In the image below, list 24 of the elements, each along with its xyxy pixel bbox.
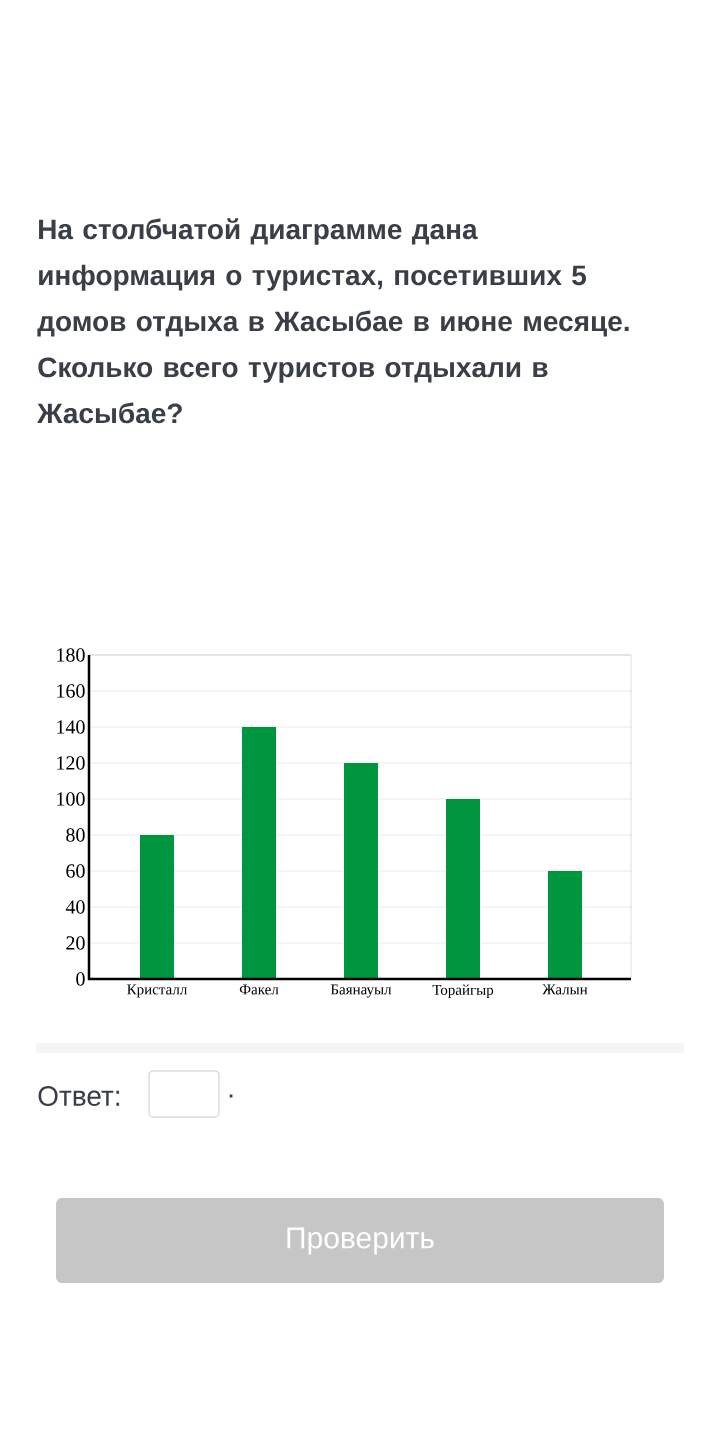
bar xyxy=(446,798,481,979)
bar xyxy=(242,726,276,979)
y-tick-label: 160 xyxy=(57,684,85,698)
bar xyxy=(344,763,379,979)
y-tick-label: 120 xyxy=(57,756,85,770)
x-tick-label: Торайгыр xyxy=(432,984,494,998)
y-tick-label: 0 xyxy=(76,972,85,986)
x-tick-label: Кристалл xyxy=(127,984,187,998)
bar xyxy=(140,834,174,979)
text: . xyxy=(229,1094,233,1098)
y-tick-label: 60 xyxy=(66,864,85,878)
x-tick-label: Факел xyxy=(239,984,279,995)
x-tick-label: Баянауыл xyxy=(330,984,392,998)
text: Ответ: xyxy=(38,1086,120,1106)
y-tick-label: 80 xyxy=(66,828,85,842)
y-tick-label: 20 xyxy=(66,936,85,950)
y-tick-label: 40 xyxy=(65,900,85,914)
chart-title: На столбчатой диаграмме дана информация о туристах, посетивших 5 домов отдыха в Жасыбае в июне месяце. Сколько всего туристов отдыхали в Жасыбае? xyxy=(37,218,629,424)
y-tick-label: 140 xyxy=(57,720,85,734)
text: Проверить xyxy=(287,1227,434,1255)
bar xyxy=(548,870,583,979)
x-tick-label: Жалын xyxy=(542,984,588,995)
y-tick-label: 180 xyxy=(57,648,85,662)
y-tick-label: 100 xyxy=(57,792,85,806)
